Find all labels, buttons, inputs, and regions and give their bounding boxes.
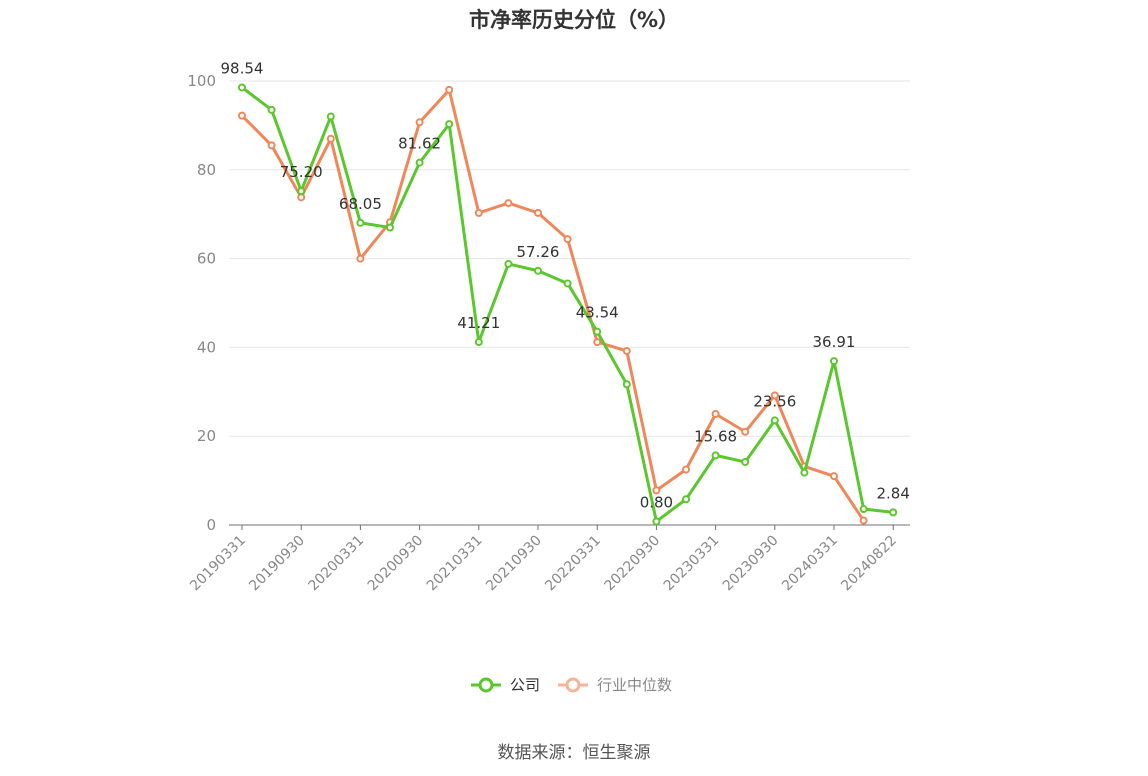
data-point — [563, 279, 572, 288]
series-line — [240, 88, 865, 522]
data-point — [889, 508, 898, 517]
y-tick-label: 20 — [197, 427, 216, 445]
data-point — [859, 505, 868, 514]
y-tick-label: 100 — [187, 72, 216, 90]
data-label: 15.68 — [694, 427, 737, 445]
data-point — [682, 495, 690, 504]
series-line — [241, 86, 894, 523]
data-point — [297, 193, 306, 202]
legend-marker — [565, 677, 581, 693]
legend-label: 公司 — [510, 676, 540, 694]
data-label: 81.62 — [398, 135, 441, 153]
data-point — [267, 141, 276, 150]
y-tick-label: 40 — [197, 338, 216, 356]
data-point — [652, 486, 661, 495]
data-point — [770, 416, 779, 425]
data-point — [682, 465, 690, 474]
data-point — [504, 259, 513, 268]
data-point — [534, 208, 542, 217]
data-point — [859, 516, 868, 525]
data-source-note: 数据来源：恒生聚源 — [497, 743, 651, 763]
data-point — [445, 120, 454, 129]
data-point — [830, 472, 838, 481]
x-tick-label: 20210331 — [424, 533, 486, 595]
data-point — [356, 254, 365, 263]
data-label: 43.54 — [576, 304, 619, 322]
data-point — [386, 223, 394, 232]
data-point — [356, 218, 365, 227]
x-tick-label: 20190930 — [246, 533, 308, 595]
y-tick-label: 80 — [197, 161, 216, 179]
data-label: 41.21 — [457, 314, 500, 332]
data-point — [652, 517, 661, 526]
data-point — [622, 380, 631, 389]
data-label: 2.84 — [876, 484, 909, 502]
data-point — [711, 451, 720, 460]
x-tick-label: 20220331 — [542, 533, 604, 595]
legend-marker — [478, 677, 494, 693]
data-point — [741, 427, 750, 436]
data-point — [474, 338, 483, 347]
legend-item: 公司 — [471, 676, 540, 694]
x-tick-label: 20230930 — [720, 533, 782, 595]
data-point — [238, 83, 246, 92]
legend: 公司 行业中位数 — [471, 676, 672, 694]
data-point — [563, 235, 572, 244]
data-point — [770, 391, 779, 400]
data-label: 36.91 — [813, 333, 856, 351]
data-point — [711, 410, 720, 418]
data-point — [326, 134, 335, 143]
data-point — [474, 208, 483, 217]
grid-lines — [229, 80, 910, 437]
data-point — [297, 187, 306, 196]
data-point — [415, 158, 424, 167]
data-point — [267, 105, 276, 114]
x-tick-label: 20240822 — [838, 533, 900, 595]
y-tick-label: 60 — [197, 250, 216, 268]
x-tick-label: 20210930 — [483, 533, 545, 595]
x-tick-label: 20200331 — [306, 533, 368, 595]
data-point — [326, 112, 335, 121]
x-tick-label: 20220930 — [602, 533, 664, 595]
legend-label: 行业中位数 — [597, 676, 672, 694]
x-tick-label: 20240331 — [779, 533, 841, 595]
data-point — [593, 327, 602, 336]
axes: 0 20 40 60 80 100 2019033120190930202003312020… — [187, 72, 910, 594]
data-point — [504, 199, 513, 208]
y-tick-label: 0 — [206, 516, 216, 534]
data-point — [593, 338, 602, 347]
data-point — [534, 266, 542, 275]
data-label: 98.54 — [221, 59, 264, 77]
data-point — [415, 118, 424, 127]
data-point — [622, 346, 631, 355]
x-tick-label: 20230331 — [661, 533, 723, 595]
x-tick-label: 20190331 — [187, 533, 249, 595]
data-label: 68.05 — [339, 195, 382, 213]
data-point — [800, 468, 809, 477]
chart-title: 市净率历史分位（%） — [468, 8, 680, 32]
data-label: 0.80 — [640, 493, 673, 511]
data-point — [445, 85, 454, 94]
series-lines — [238, 83, 898, 526]
data-point — [830, 357, 838, 366]
data-point — [741, 457, 750, 466]
data-labels: 98.54 75.20 68.05 81.62 41.21 57.26 43.54 0.80 1… — [221, 59, 910, 511]
x-tick-label: 20200930 — [365, 533, 427, 595]
legend-item: 行业中位数 — [558, 676, 672, 694]
data-label: 75.20 — [280, 163, 323, 181]
data-point — [238, 111, 246, 120]
data-label: 23.56 — [753, 392, 796, 410]
data-label: 57.26 — [517, 243, 560, 261]
